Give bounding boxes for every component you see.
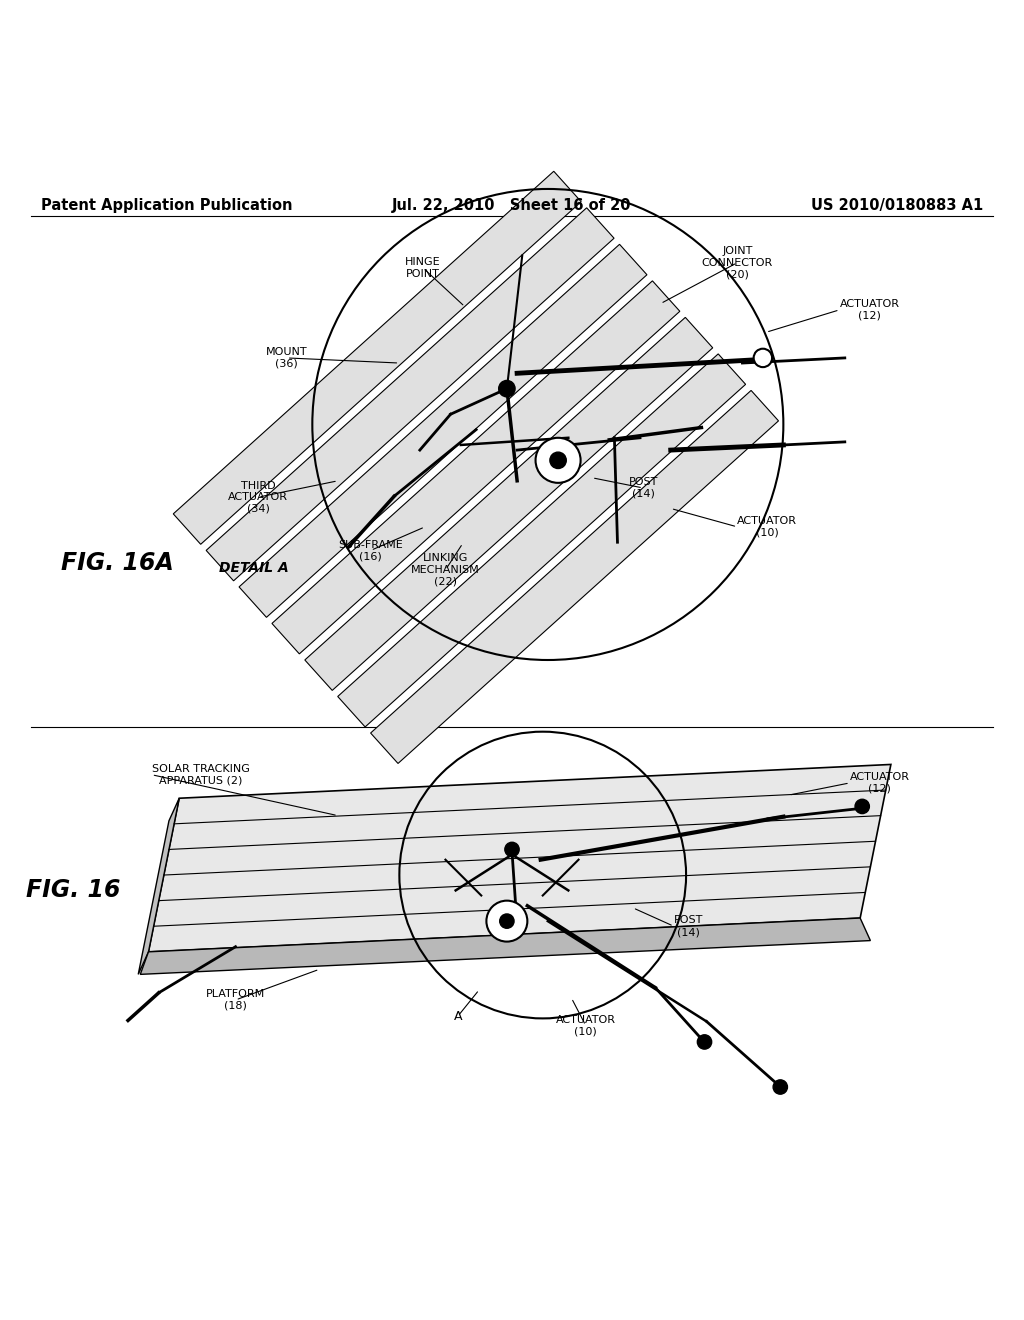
- Text: FIG. 16: FIG. 16: [27, 878, 121, 903]
- Polygon shape: [148, 764, 891, 952]
- Polygon shape: [173, 172, 582, 544]
- Polygon shape: [239, 244, 647, 618]
- Polygon shape: [272, 281, 680, 653]
- Text: JOINT
CONNECTOR
(20): JOINT CONNECTOR (20): [701, 246, 773, 280]
- Text: POST
(14): POST (14): [674, 916, 703, 937]
- Polygon shape: [338, 354, 745, 727]
- Circle shape: [855, 800, 869, 813]
- Text: DETAIL A: DETAIL A: [219, 561, 289, 574]
- Circle shape: [500, 913, 514, 928]
- Text: Jul. 22, 2010   Sheet 16 of 20: Jul. 22, 2010 Sheet 16 of 20: [392, 198, 632, 213]
- Text: THIRD
ACTUATOR
(34): THIRD ACTUATOR (34): [228, 480, 288, 513]
- Text: MOUNT
(36): MOUNT (36): [266, 347, 307, 368]
- Text: ACTUATOR
(12): ACTUATOR (12): [850, 772, 910, 793]
- Circle shape: [754, 348, 772, 367]
- Circle shape: [505, 842, 519, 857]
- Polygon shape: [140, 917, 870, 974]
- Circle shape: [486, 900, 527, 941]
- Text: FIG. 16A: FIG. 16A: [61, 550, 174, 574]
- Text: ACTUATOR
(12): ACTUATOR (12): [840, 300, 900, 321]
- Circle shape: [773, 1080, 787, 1094]
- Text: A: A: [454, 1010, 462, 1023]
- Text: Patent Application Publication: Patent Application Publication: [41, 198, 293, 213]
- Circle shape: [550, 453, 566, 469]
- Text: LINKING
MECHANISM
(22): LINKING MECHANISM (22): [411, 553, 480, 586]
- Polygon shape: [206, 207, 614, 581]
- Text: SUB-FRAME
(16): SUB-FRAME (16): [338, 540, 403, 561]
- Text: PLATFORM
(18): PLATFORM (18): [206, 989, 265, 1011]
- Text: ACTUATOR
(10): ACTUATOR (10): [556, 1015, 615, 1036]
- Polygon shape: [305, 317, 713, 690]
- Text: POST
(14): POST (14): [629, 477, 657, 499]
- Text: US 2010/0180883 A1: US 2010/0180883 A1: [811, 198, 983, 213]
- Polygon shape: [371, 391, 778, 763]
- Text: ACTUATOR
(10): ACTUATOR (10): [737, 516, 798, 537]
- Text: SOLAR TRACKING
APPARATUS (2): SOLAR TRACKING APPARATUS (2): [152, 764, 250, 785]
- Polygon shape: [138, 799, 179, 974]
- Text: HINGE
POINT: HINGE POINT: [406, 257, 440, 279]
- Circle shape: [697, 1035, 712, 1049]
- Circle shape: [536, 438, 581, 483]
- Circle shape: [499, 380, 515, 397]
